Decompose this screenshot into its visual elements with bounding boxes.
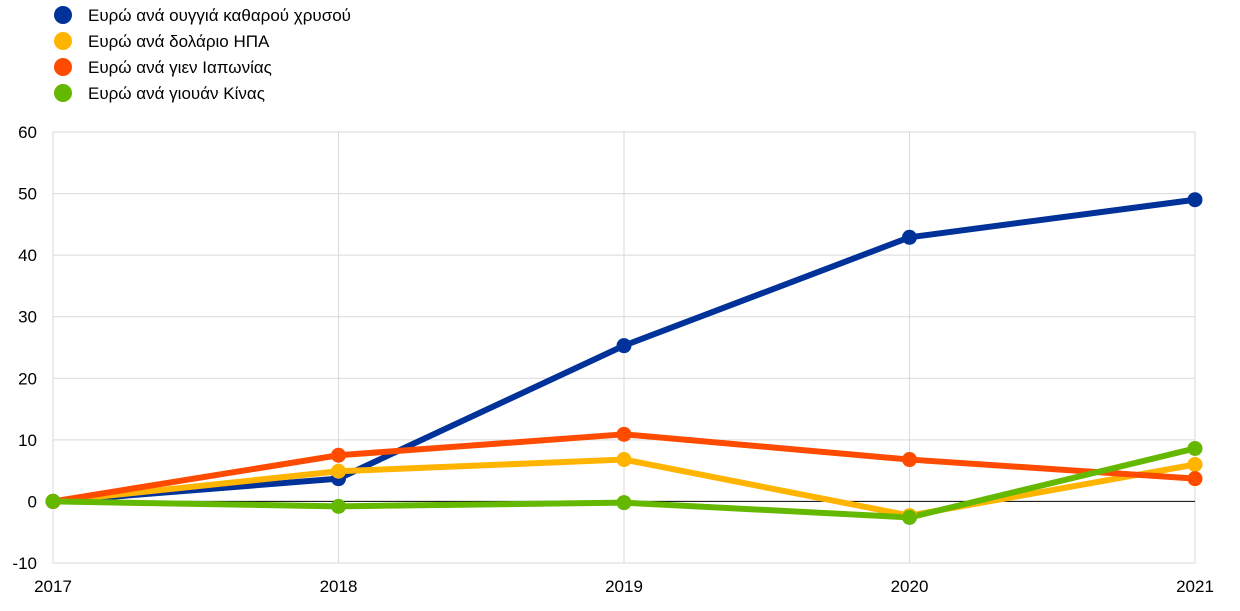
y-tick-label: 10 xyxy=(18,431,37,450)
x-tick-label: 2018 xyxy=(320,577,358,596)
x-tick-label: 2020 xyxy=(891,577,929,596)
data-point-2-3 xyxy=(902,452,917,468)
data-point-3-4 xyxy=(1187,440,1203,456)
data-point-0-2 xyxy=(616,338,632,354)
data-point-3-3 xyxy=(902,509,917,525)
data-point-1-1 xyxy=(331,463,346,479)
legend-marker-0 xyxy=(54,6,72,24)
data-point-0-3 xyxy=(902,229,917,245)
legend-marker-3 xyxy=(54,84,72,102)
data-point-2-4 xyxy=(1187,471,1203,487)
y-tick-label: 60 xyxy=(18,123,37,142)
data-point-1-4 xyxy=(1187,456,1203,472)
data-point-3-2 xyxy=(616,495,632,511)
y-tick-label: 30 xyxy=(18,308,37,327)
series-lines xyxy=(45,192,1203,525)
data-point-3-1 xyxy=(331,498,346,514)
data-point-3-0 xyxy=(45,493,61,509)
legend-marker-2 xyxy=(54,58,72,76)
legend-label-1: Ευρώ ανά δολάριο ΗΠΑ xyxy=(88,32,270,51)
x-tick-label: 2019 xyxy=(605,577,643,596)
y-tick-label: 0 xyxy=(28,492,37,511)
axes: -10 0 10 20 30 40 50 60 2017 2018 2019 2020 2021 xyxy=(12,123,1213,596)
data-point-2-1 xyxy=(331,447,346,463)
legend-marker-1 xyxy=(54,32,72,50)
legend-label-2: Ευρώ ανά γιεν Ιαπωνίας xyxy=(88,58,272,77)
data-point-2-2 xyxy=(616,426,632,442)
y-tick-label: 40 xyxy=(18,246,37,265)
y-tick-label: -10 xyxy=(12,554,37,573)
legend-label-0: Ευρώ ανά ουγγιά καθαρού χρυσού xyxy=(88,6,351,25)
x-tick-label: 2017 xyxy=(34,577,72,596)
y-tick-label: 50 xyxy=(18,185,37,204)
x-tick-label: 2021 xyxy=(1176,577,1214,596)
legend: Ευρώ ανά ουγγιά καθαρού χρυσού Ευρώ ανά δ… xyxy=(54,6,351,103)
data-point-0-4 xyxy=(1187,192,1203,208)
legend-label-3: Ευρώ ανά γιουάν Κίνας xyxy=(88,84,265,103)
y-tick-label: 20 xyxy=(18,369,37,388)
data-point-1-2 xyxy=(616,452,632,468)
